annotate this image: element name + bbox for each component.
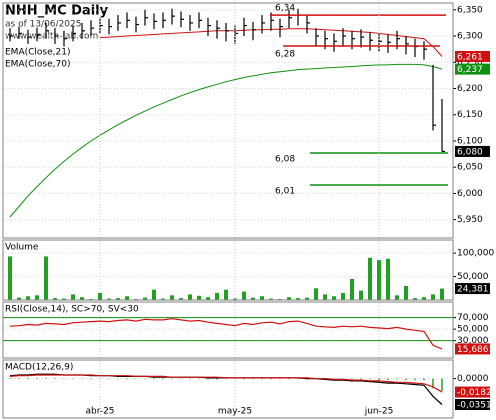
bar bbox=[359, 290, 363, 300]
bar bbox=[161, 298, 165, 300]
value-label-box bbox=[455, 283, 490, 295]
value-label: 15,6861 bbox=[457, 345, 494, 355]
bar bbox=[125, 296, 129, 300]
bar bbox=[179, 298, 183, 300]
y-tick-label: 6,050 bbox=[457, 163, 483, 173]
bar bbox=[350, 278, 354, 300]
bar bbox=[440, 288, 444, 300]
panel-frame bbox=[2, 2, 454, 239]
bar bbox=[260, 296, 264, 300]
value-label: 6,080 bbox=[457, 147, 483, 157]
chart-subtitle: as of 13/06/2025 bbox=[5, 20, 81, 30]
bar bbox=[62, 298, 66, 300]
value-label-box bbox=[455, 63, 490, 75]
bar bbox=[413, 298, 417, 300]
bar bbox=[251, 297, 255, 300]
y-tick-label: 5,950 bbox=[457, 215, 483, 225]
bar bbox=[53, 298, 57, 300]
bar bbox=[71, 294, 75, 300]
legend-entry: EMA(Close,70) bbox=[5, 60, 70, 70]
bar bbox=[377, 260, 381, 300]
y-tick-label: 6,350 bbox=[457, 5, 483, 15]
value-label-box bbox=[455, 145, 490, 157]
legend-entry: EMA(Close,21) bbox=[5, 48, 70, 58]
bar bbox=[314, 288, 318, 300]
value-label-box bbox=[455, 343, 490, 355]
chart-title: NHH_MC Daily bbox=[5, 4, 109, 19]
y-tick-label: 6,100 bbox=[457, 136, 483, 146]
indicator-line bbox=[9, 374, 443, 393]
level-label: 6,01 bbox=[275, 187, 295, 197]
bar bbox=[152, 289, 156, 300]
bar bbox=[224, 289, 228, 300]
bar bbox=[170, 295, 174, 300]
y-tick-label: 30,000 bbox=[457, 336, 489, 346]
y-tick-label: 70,000 bbox=[457, 313, 489, 323]
bar bbox=[422, 297, 426, 300]
bar bbox=[197, 295, 201, 300]
value-label-box bbox=[455, 386, 490, 398]
value-label: -0,0351 bbox=[457, 401, 492, 411]
bar bbox=[35, 295, 39, 300]
panel-frame bbox=[2, 359, 454, 419]
bar bbox=[80, 297, 84, 300]
value-label: 24,381 bbox=[457, 285, 489, 295]
bar bbox=[26, 296, 30, 300]
bar bbox=[242, 291, 246, 300]
indicator-line bbox=[9, 63, 443, 218]
panel-frame bbox=[2, 301, 454, 359]
level-label: 6,28 bbox=[275, 50, 295, 60]
x-tick-label: abr-25 bbox=[85, 407, 114, 417]
bar bbox=[107, 298, 111, 300]
level-label: 6,08 bbox=[275, 155, 295, 165]
bar bbox=[431, 294, 435, 300]
y-tick-label: 6,250 bbox=[457, 58, 483, 68]
y-tick-label: 6,150 bbox=[457, 110, 483, 120]
bar bbox=[269, 298, 273, 300]
bar bbox=[206, 297, 210, 300]
panel-title: Volume bbox=[5, 243, 39, 253]
y-tick-label: 6,200 bbox=[457, 84, 483, 94]
x-tick-label: may-25 bbox=[218, 407, 252, 417]
bar bbox=[215, 292, 219, 300]
bar bbox=[233, 298, 237, 300]
bar bbox=[305, 297, 309, 300]
value-label: -0,0182 bbox=[457, 388, 492, 398]
bar bbox=[116, 298, 120, 300]
bar bbox=[44, 256, 48, 300]
bar bbox=[287, 297, 291, 300]
bar bbox=[143, 297, 147, 300]
bar bbox=[341, 292, 345, 300]
bar bbox=[404, 285, 408, 300]
bar bbox=[395, 295, 399, 300]
value-label: 6,237 bbox=[457, 65, 483, 75]
indicator-line bbox=[9, 318, 443, 350]
value-label: 6,261 bbox=[457, 53, 483, 63]
bar bbox=[8, 256, 12, 300]
panel-title: MACD(12,26,9) bbox=[5, 363, 73, 373]
y-tick-label: 6,300 bbox=[457, 32, 483, 42]
y-tick-label: 50,000 bbox=[457, 325, 489, 335]
y-tick-label: 0,0000 bbox=[457, 374, 489, 384]
bar bbox=[296, 298, 300, 300]
y-tick-label: 100,000 bbox=[457, 249, 494, 259]
value-label-box bbox=[455, 51, 490, 63]
bar bbox=[323, 294, 327, 300]
bar bbox=[368, 257, 372, 300]
bar bbox=[17, 297, 21, 300]
value-label-box bbox=[455, 399, 490, 411]
bar bbox=[332, 296, 336, 300]
level-label: 6,34 bbox=[275, 4, 295, 14]
bar bbox=[386, 258, 390, 300]
y-tick-label: 6,000 bbox=[457, 189, 483, 199]
panel-title: RSI(Close,14), SC>70, SV<30 bbox=[5, 305, 139, 315]
x-tick-label: jun-25 bbox=[364, 407, 394, 417]
y-tick-label: 50,000 bbox=[457, 272, 489, 282]
bar bbox=[98, 292, 102, 300]
panel-frame bbox=[2, 239, 454, 301]
bar bbox=[188, 294, 192, 300]
